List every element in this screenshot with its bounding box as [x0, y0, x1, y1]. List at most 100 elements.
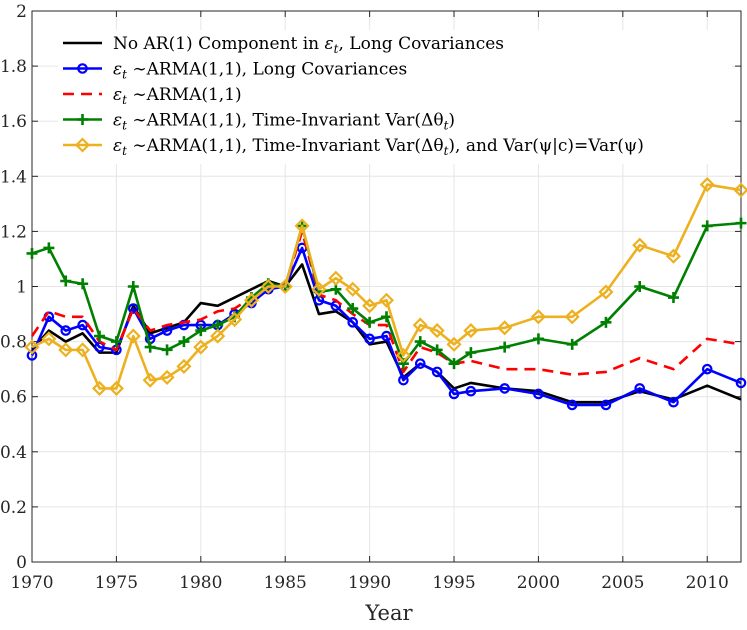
series-0: [31, 263, 742, 404]
data-point: [632, 237, 648, 253]
data-point: [178, 336, 190, 348]
legend-entry: εt ∼ARMA(1,1), Time-Invariant Var(Δθt): [63, 111, 455, 133]
x-tick-label: 1995: [432, 573, 475, 593]
data-point: [634, 383, 646, 394]
data-point: [159, 369, 175, 385]
data-point: [127, 281, 139, 292]
data-point: [429, 323, 445, 339]
legend-label: εt ∼ARMA(1,1), Long Covariances: [113, 60, 407, 82]
x-tick-label: 1980: [179, 573, 222, 593]
data-point: [311, 281, 327, 297]
series-3: [26, 217, 747, 370]
data-point: [667, 292, 679, 304]
x-tick-label: 2005: [601, 573, 644, 593]
data-point: [142, 372, 158, 388]
data-point: [532, 333, 544, 345]
y-tick-label: 0.2: [0, 498, 27, 518]
data-point: [195, 325, 207, 337]
y-tick-label: 0.6: [0, 388, 27, 408]
axes: 1970 1975 1980 1985 1990 1995 2000 2005 2010 0 0.2…: [0, 2, 742, 593]
series-4: [24, 177, 747, 396]
data-point: [600, 316, 612, 328]
data-point: [701, 220, 713, 232]
data-point: [414, 336, 426, 348]
data-point: [294, 218, 310, 234]
data-point: [176, 358, 192, 374]
series-line: [30, 246, 742, 407]
y-tick-label: 1.4: [0, 167, 27, 187]
data-point: [26, 350, 38, 361]
data-point: [381, 311, 392, 323]
data-point: [499, 383, 510, 394]
data-point: [144, 341, 156, 353]
data-point: [499, 341, 511, 353]
data-point: [566, 399, 578, 411]
data-point: [533, 388, 544, 400]
data-point: [108, 380, 124, 396]
data-point: [564, 309, 580, 325]
legend: No AR(1) Component in εt, Long Covarianc…: [58, 30, 732, 164]
data-point: [412, 317, 428, 333]
data-point: [260, 278, 276, 295]
x-tick-label: 2010: [686, 573, 729, 593]
data-point: [77, 278, 89, 290]
legend-marker: [74, 137, 91, 153]
data-point: [347, 317, 359, 328]
x-tick-label: 2000: [517, 573, 560, 593]
y-tick-label: 1.8: [0, 57, 27, 77]
x-tick-label: 1990: [348, 573, 391, 593]
data-point: [24, 339, 40, 355]
series-layer: [24, 177, 747, 411]
data-point: [94, 330, 106, 342]
data-point: [178, 319, 190, 331]
data-point: [75, 342, 91, 358]
data-point: [701, 363, 713, 375]
data-point: [699, 177, 715, 193]
x-tick-label: 1970: [10, 573, 53, 593]
data-point: [347, 303, 359, 315]
data-point: [530, 309, 546, 325]
data-point: [364, 316, 376, 328]
data-point: [91, 380, 108, 396]
legend-marker: [77, 114, 88, 125]
data-point: [378, 292, 395, 308]
data-point: [210, 328, 226, 344]
y-tick-label: 0: [16, 553, 27, 573]
series-line: [31, 183, 742, 390]
data-point: [43, 242, 55, 254]
data-point: [395, 347, 411, 363]
data-point: [733, 182, 747, 198]
data-point: [364, 333, 375, 345]
y-tick-label: 1.6: [0, 112, 27, 132]
data-point: [735, 377, 747, 389]
data-point: [448, 358, 460, 370]
data-point: [465, 347, 477, 359]
data-point: [566, 338, 578, 350]
y-tick-label: 0.4: [0, 443, 27, 463]
data-point: [446, 336, 462, 352]
legend-marker: [77, 63, 88, 74]
data-point: [465, 385, 477, 397]
legend-entry: εt ∼ARMA(1,1), Time-Invariant Var(Δθt), …: [63, 136, 644, 158]
data-point: [26, 247, 38, 259]
data-point: [598, 284, 614, 300]
series-line: [31, 263, 742, 404]
data-point: [665, 248, 682, 264]
data-point: [362, 298, 378, 314]
y-tick-label: 2: [16, 2, 27, 22]
data-point: [345, 281, 361, 297]
legend-background: [58, 30, 732, 164]
data-point: [600, 399, 612, 411]
legend-label: εt ∼ARMA(1,1), Time-Invariant Var(Δθt): [113, 111, 455, 133]
data-point: [41, 331, 57, 347]
data-point: [60, 275, 72, 287]
data-point: [431, 366, 443, 378]
data-point: [328, 270, 344, 286]
data-point: [110, 336, 122, 348]
x-axis-label: Year: [364, 601, 413, 625]
data-point: [463, 323, 479, 339]
legend-label: εt ∼ARMA(1,1), Time-Invariant Var(Δθt), …: [113, 136, 644, 158]
x-tick-label: 1975: [95, 573, 138, 593]
data-point: [125, 328, 141, 344]
data-point: [735, 217, 747, 229]
